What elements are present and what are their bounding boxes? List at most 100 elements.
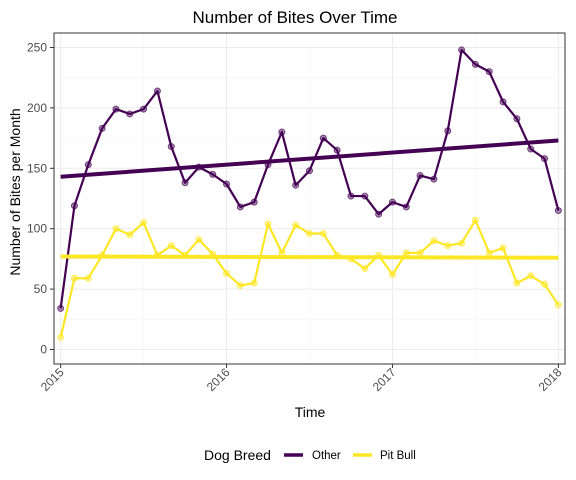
data-point-other xyxy=(554,207,562,215)
legend-title: Dog Breed xyxy=(204,447,271,463)
data-point-other xyxy=(98,124,106,132)
data-point-pit-bull xyxy=(181,251,189,259)
data-point-pit-bull xyxy=(444,242,452,250)
data-point-other xyxy=(430,175,438,183)
data-point-pit-bull xyxy=(264,220,272,228)
data-point-other xyxy=(306,167,313,175)
data-point-other xyxy=(167,143,175,151)
data-point-other xyxy=(375,210,383,218)
legend: Dog Breed Other Pit Bull xyxy=(204,447,416,463)
data-point-other xyxy=(126,110,134,118)
data-point-pit-bull xyxy=(333,251,341,259)
data-point-pit-bull xyxy=(430,237,438,245)
grid-lines xyxy=(54,33,565,364)
data-point-other xyxy=(402,203,410,211)
data-point-other xyxy=(499,98,507,106)
data-point-other xyxy=(278,128,286,136)
data-point-pit-bull xyxy=(513,279,521,287)
data-point-other xyxy=(70,202,78,210)
data-point-pit-bull xyxy=(541,280,549,288)
data-point-other xyxy=(513,115,521,123)
data-point-other xyxy=(444,127,452,135)
data-point-pit-bull xyxy=(292,221,300,229)
chart-title: Number of Bites Over Time xyxy=(192,8,397,27)
y-tick-label: 0 xyxy=(40,343,47,357)
data-point-other xyxy=(388,198,396,206)
data-point-pit-bull xyxy=(167,242,175,250)
data-point-other xyxy=(264,161,272,169)
data-point-pit-bull xyxy=(209,250,217,258)
data-point-pit-bull xyxy=(236,281,244,289)
data-point-pit-bull xyxy=(84,274,92,282)
data-point-other xyxy=(333,146,341,154)
data-point-other xyxy=(112,105,120,113)
y-tick-label: 50 xyxy=(34,282,48,296)
y-tick-label: 100 xyxy=(27,222,47,236)
data-point-pit-bull xyxy=(306,230,313,238)
data-point-pit-bull xyxy=(223,269,231,277)
data-point-pit-bull xyxy=(153,251,161,259)
data-point-pit-bull xyxy=(388,271,396,279)
data-point-pit-bull xyxy=(361,265,369,273)
data-point-other xyxy=(223,180,231,188)
data-point-other xyxy=(181,179,189,187)
data-point-other xyxy=(458,46,466,54)
y-axis: 0 50 100 150 200 250 xyxy=(27,40,54,357)
data-point-other xyxy=(84,161,92,169)
series-line-other xyxy=(59,48,560,309)
data-point-pit-bull xyxy=(554,301,562,309)
x-axis-title: Time xyxy=(295,404,326,420)
data-point-other xyxy=(209,170,217,178)
data-point-pit-bull xyxy=(375,251,383,259)
legend-label-pit-bull: Pit Bull xyxy=(380,450,416,462)
data-point-other xyxy=(319,134,327,142)
x-axis: 2015 2016 2017 2018 xyxy=(38,364,565,394)
data-point-other xyxy=(471,60,479,68)
data-point-pit-bull xyxy=(499,244,507,252)
data-point-pit-bull xyxy=(416,249,424,257)
data-point-other xyxy=(250,198,258,206)
data-point-pit-bull xyxy=(70,274,78,282)
data-point-other xyxy=(236,203,244,211)
data-point-pit-bull xyxy=(471,216,479,224)
data-point-other xyxy=(195,163,203,171)
data-point-other xyxy=(140,105,148,113)
data-point-pit-bull xyxy=(98,251,106,259)
data-point-other xyxy=(541,155,549,163)
data-point-pit-bull xyxy=(278,249,286,257)
y-axis-title: Number of Bites per Month xyxy=(7,108,23,275)
data-point-other xyxy=(57,304,65,312)
y-tick-label: 200 xyxy=(27,101,47,115)
trend-line-other xyxy=(60,138,559,179)
series-line-pit-bull xyxy=(59,219,560,338)
y-tick-label: 150 xyxy=(27,161,47,175)
legend-label-other: Other xyxy=(312,450,341,462)
x-tick-label: 2015 xyxy=(38,365,67,394)
data-point-other xyxy=(416,172,424,180)
x-tick-label: 2016 xyxy=(204,365,233,394)
trend-line-pit-bull xyxy=(60,254,559,260)
data-point-pit-bull xyxy=(527,272,535,280)
data-point-pit-bull xyxy=(347,255,355,263)
data-point-pit-bull xyxy=(250,279,258,287)
data-point-pit-bull xyxy=(402,249,410,257)
data-point-other xyxy=(361,192,369,200)
data-point-pit-bull xyxy=(195,236,203,244)
data-point-pit-bull xyxy=(57,333,65,341)
data-point-other xyxy=(153,87,161,95)
data-point-other xyxy=(485,68,493,76)
data-point-pit-bull xyxy=(319,230,327,238)
data-point-other xyxy=(347,192,355,200)
x-tick-label: 2018 xyxy=(536,365,565,394)
data-point-pit-bull xyxy=(458,239,466,247)
data-point-pit-bull xyxy=(112,225,120,233)
series-layer xyxy=(57,46,562,341)
data-point-pit-bull xyxy=(140,219,148,227)
data-point-pit-bull xyxy=(485,249,493,257)
x-tick-label: 2017 xyxy=(370,365,399,394)
data-point-pit-bull xyxy=(126,231,134,239)
data-point-other xyxy=(292,181,300,189)
plot-panel xyxy=(53,32,566,365)
data-point-other xyxy=(527,145,535,153)
